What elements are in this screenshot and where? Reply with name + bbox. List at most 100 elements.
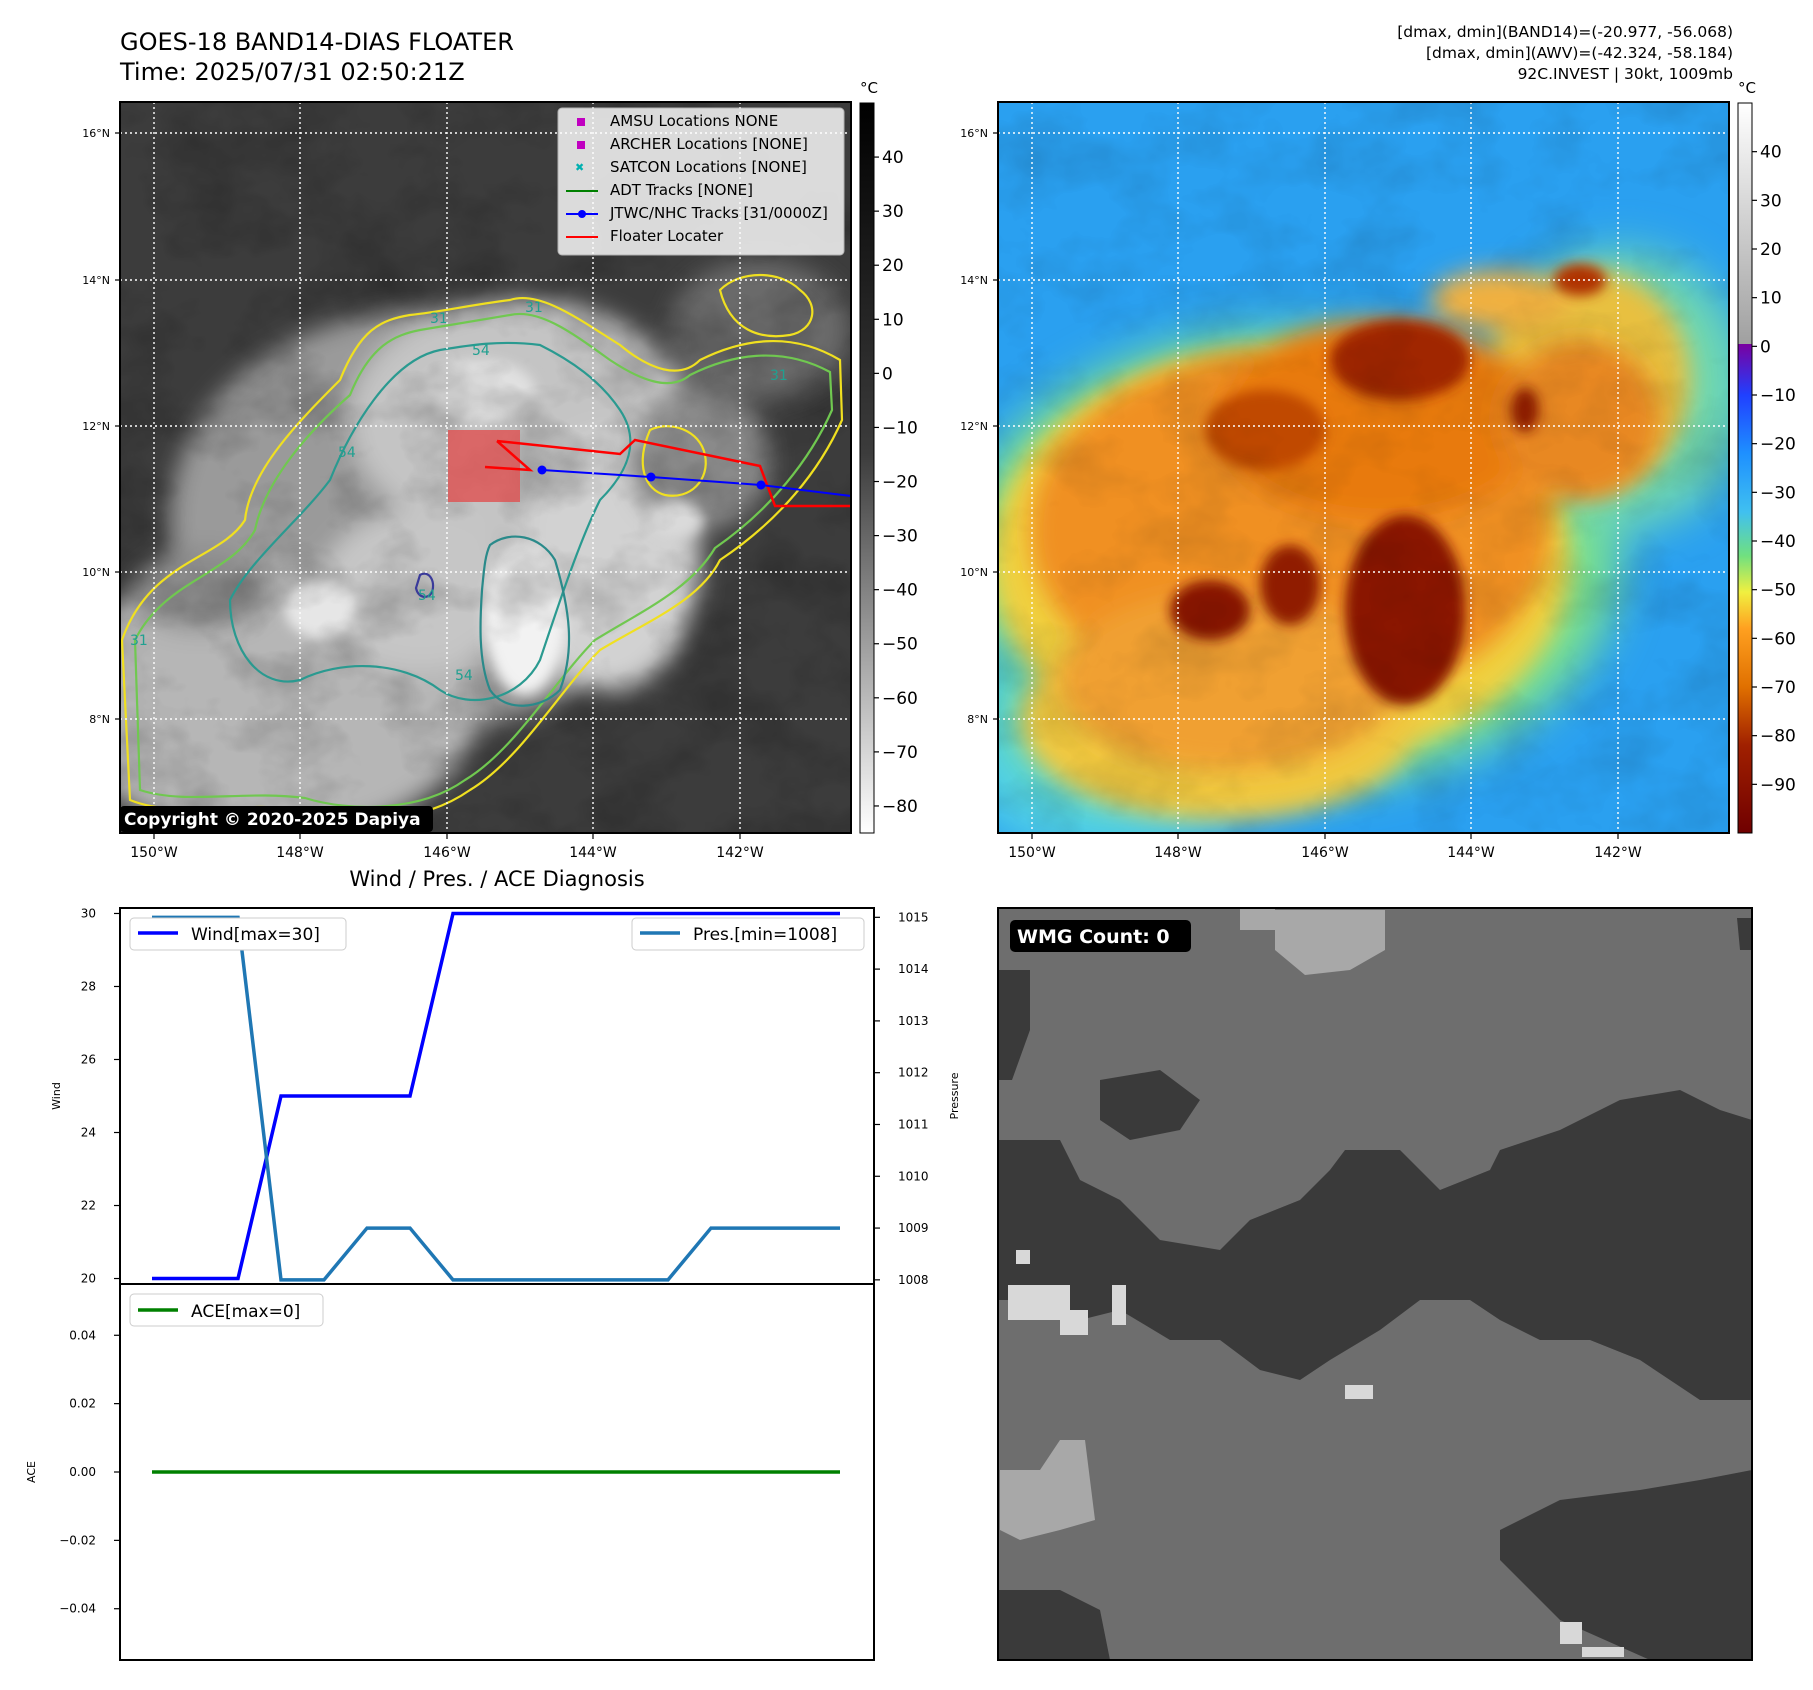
- contour-label: 31: [430, 311, 448, 327]
- legend: AMSU Locations NONE ARCHER Locations [NON…: [566, 110, 846, 248]
- wind-tick-label: 28: [81, 979, 96, 993]
- legend-label: JTWC/NHC Tracks [31/0000Z]: [610, 204, 828, 222]
- colorbar-tick-label: −70: [882, 743, 918, 763]
- legend-item: ARCHER Locations [NONE]: [566, 133, 846, 156]
- colorbar-tick-label: −90: [1760, 775, 1796, 795]
- colorbar-tick-label: −80: [882, 797, 918, 817]
- colorbar-tick-label: −10: [1760, 386, 1796, 406]
- pressure-series-line: [152, 915, 840, 1282]
- colorbar-tick-label: −40: [1760, 532, 1796, 552]
- ace-tick-label: −0.04: [59, 1602, 96, 1616]
- contour-label: 54: [472, 343, 490, 359]
- colorbar-tick-label: −60: [882, 689, 918, 709]
- colorbar-tick-label: −30: [882, 527, 918, 547]
- colorbar-gray-unit: °C: [860, 79, 878, 97]
- floater-locater-track: [484, 438, 851, 508]
- pressure-tick-label: 1010: [898, 1169, 929, 1183]
- lat-tick-label: 14°N: [960, 274, 988, 287]
- contour-core-purple: [414, 572, 435, 598]
- lat-tick-label: 16°N: [82, 127, 110, 140]
- contour-inner-teal: [228, 341, 632, 702]
- legend-marker: [566, 236, 598, 238]
- legend-item: ✖ SATCON Locations [NONE]: [566, 156, 846, 179]
- diag-title: Wind / Pres. / ACE Diagnosis: [349, 867, 644, 891]
- colorbar-tick-label: −40: [882, 581, 918, 601]
- colorbar-tick-label: −20: [1760, 435, 1796, 455]
- legend-label: SATCON Locations [NONE]: [610, 158, 807, 176]
- contours: [120, 273, 844, 821]
- colorbar-tick-label: −50: [1760, 581, 1796, 601]
- colorbar-tick-label: 20: [1760, 240, 1782, 260]
- figure-title: GOES-18 BAND14-DIAS FLOATER Time: 2025/0…: [120, 27, 514, 87]
- contour-label: 31: [770, 368, 788, 384]
- ace-legend-label: ACE[max=0]: [191, 1302, 300, 1322]
- colorbar-tick-label: −30: [1760, 483, 1796, 503]
- pressure-tick-label: 1012: [898, 1066, 929, 1080]
- pressure-tick-label: 1015: [898, 910, 929, 924]
- legend-item: ADT Tracks [NONE]: [566, 179, 846, 202]
- wmg-bright-patches: [1008, 1250, 1624, 1657]
- contour-mid-green: [133, 312, 834, 808]
- contour-label: 54: [455, 668, 473, 684]
- lat-tick-label: 10°N: [82, 566, 110, 579]
- ace-tick-label: −0.02: [59, 1533, 96, 1547]
- lon-tick-label: 148°W: [276, 845, 324, 861]
- copyright-text: Copyright © 2020-2025 Dapiya: [124, 810, 421, 830]
- lon-tick-label: 142°W: [1594, 845, 1642, 861]
- pressure-tick-label: 1011: [898, 1117, 929, 1131]
- wind-tick-label: 26: [81, 1052, 96, 1066]
- contour-label: 31: [130, 633, 148, 649]
- contour-ne-yellow: [718, 273, 814, 338]
- lon-tick-label: 146°W: [1301, 845, 1349, 861]
- wind-tick-label: 30: [81, 906, 96, 920]
- wind-legend: Wind[max=30]: [129, 917, 347, 951]
- colorbar-tick-label: 20: [882, 256, 904, 276]
- colorbar-tick-label: −10: [882, 418, 918, 438]
- wmg-frame: [997, 907, 1753, 1661]
- lat-tick-label: 12°N: [960, 420, 988, 433]
- legend-label: AMSU Locations NONE: [610, 112, 779, 130]
- stats-line-1: [dmax, dmin](BAND14)=(-20.977, -56.068): [1397, 23, 1733, 41]
- ace-legend: ACE[max=0]: [129, 1293, 324, 1327]
- colorbar-tick-label: 30: [1760, 191, 1782, 211]
- colorbar-tick-label: 40: [1760, 143, 1782, 163]
- legend-item: AMSU Locations NONE: [566, 110, 846, 133]
- colorbar-tick-label: −20: [882, 473, 918, 493]
- colorbar-tick-label: −70: [1760, 678, 1796, 698]
- wind-tick-label: 22: [81, 1199, 96, 1213]
- legend-label: ARCHER Locations [NONE]: [610, 135, 808, 153]
- wmg-count-label: WMG Count: 0: [1017, 926, 1170, 948]
- legend-label: ADT Tracks [NONE]: [610, 181, 754, 199]
- contour-east-yellow: [641, 425, 707, 497]
- wind-legend-label: Wind[max=30]: [191, 925, 320, 945]
- lat-tick-label: 16°N: [960, 127, 988, 140]
- legend-item: Floater Locater: [566, 225, 846, 248]
- copyright-badge: Copyright © 2020-2025 Dapiya: [120, 806, 433, 832]
- track-point: [537, 465, 547, 475]
- legend-marker: ✖: [575, 161, 585, 174]
- title-line-1: GOES-18 BAND14-DIAS FLOATER: [120, 28, 514, 56]
- wmg-badge: [1010, 920, 1191, 952]
- jtwc-nhc-track: [537, 465, 851, 497]
- legend-item: JTWC/NHC Tracks [31/0000Z]: [566, 202, 846, 225]
- colorbar-tick-label: −50: [882, 635, 918, 655]
- title-line-2: Time: 2025/07/31 02:50:21Z: [120, 58, 465, 86]
- colorbar-tick-label: 10: [882, 310, 904, 330]
- contour-label: 54: [338, 445, 356, 461]
- legend-marker: [566, 190, 598, 192]
- pressure-tick-label: 1008: [898, 1273, 929, 1287]
- colorbar-tick-label: 40: [882, 148, 904, 168]
- floater-box: [448, 430, 520, 502]
- colorbar-tick-label: −60: [1760, 629, 1796, 649]
- legend-label: Floater Locater: [610, 227, 724, 245]
- lon-tick-label: 144°W: [569, 845, 617, 861]
- lon-tick-label: 148°W: [1154, 845, 1202, 861]
- colorbar-tick-label: 30: [882, 202, 904, 222]
- map-frame-color: [997, 101, 1730, 834]
- wind-tick-label: 20: [81, 1272, 96, 1286]
- map-frame: [119, 101, 852, 834]
- ace-tick-label: 0.04: [69, 1328, 96, 1342]
- contour-labels: 31 31 54 54 54 31 31 54: [130, 300, 788, 684]
- lon-tick-label: 144°W: [1447, 845, 1495, 861]
